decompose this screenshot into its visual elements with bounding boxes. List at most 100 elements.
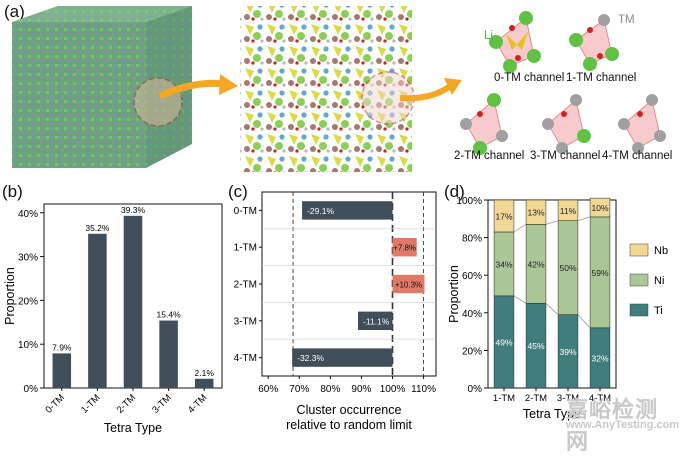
zoom-arrow-2 [399, 83, 452, 102]
x-tick-label-d: 4-TM [589, 393, 611, 404]
panel-label-d: (d) [444, 182, 465, 201]
legend-swatch-nb [629, 243, 649, 257]
x-tick-label-c: 60% [258, 384, 278, 395]
segment-label-ni: 34% [495, 259, 512, 269]
y-tick-label-b: 20% [18, 296, 38, 307]
channel-label-4tm: 4-TM channel [602, 150, 673, 162]
channel-label-1tm: 1-TM channel [566, 72, 637, 84]
bar-value-label-b: 35.2% [85, 223, 110, 233]
zoomed-supercell-image [240, 6, 415, 172]
y-tick-label-b: 40% [18, 209, 38, 220]
legend-label-nb: Nb [654, 245, 668, 257]
y-tick-label-c: 1-TM [234, 243, 257, 254]
legend-label-ti: Ti [654, 305, 663, 317]
bar-value-label-c: -11.1% [363, 316, 390, 326]
x-tick-label-c: 70% [289, 384, 309, 395]
stacked-segment-nb [589, 197, 611, 218]
chart-c-cluster-occurrence: -29.1% 0-TM +7.8% 1-TM +10.3% 2-TM -11.1% 3-TM -… [234, 191, 437, 432]
legend-swatch-ti [629, 303, 649, 317]
bar-b [194, 378, 214, 388]
channel-label-0tm: 0-TM channel [494, 72, 565, 84]
y-tick-label-d: 80% [462, 234, 482, 245]
y-tick-label-d: 60% [462, 271, 482, 282]
x-tick-label-c: 110% [411, 384, 436, 395]
y-axis-title-d: Proportion [447, 265, 461, 323]
y-tick-label-c: 3-TM [234, 316, 257, 327]
bar-value-label-b: 7.9% [52, 342, 72, 352]
legend-label-ni: Ni [654, 275, 664, 287]
panel-label-c: (c) [228, 182, 248, 201]
bar-value-label-c: +7.8% [393, 244, 416, 253]
x-tick-label-c: 100% [380, 384, 406, 395]
bar-c [302, 201, 393, 220]
bar-c [358, 311, 393, 330]
bar-value-label-c: -29.1% [307, 206, 334, 216]
channel-label-3tm: 3-TM channel [530, 150, 601, 162]
y-tick-label-d: 0% [468, 384, 483, 395]
y-tick-label-b: 0% [24, 384, 39, 395]
channel-label-2tm: 2-TM channel [454, 150, 525, 162]
supercell-cube-image [12, 6, 192, 168]
bar-value-label-b: 15.4% [157, 310, 182, 320]
connector-line-d [545, 303, 559, 315]
bar-c [392, 274, 425, 294]
connector-line-d [545, 220, 559, 225]
connector-line-d [513, 295, 527, 304]
y-tick-label-d: 20% [462, 346, 482, 357]
connector-line-d [577, 216, 591, 222]
channel-0tm-image [489, 11, 541, 73]
bar-value-label-c: +10.3% [395, 281, 422, 290]
chart-b-tetra-proportion: 0% 10% 20% 30% 40% 7.9% 0-TM 35.2% 1-TM 39.3% 2-TM… [3, 203, 223, 435]
legend-swatch-ni [629, 273, 649, 287]
x-axis-title-c: relative to random limit [286, 418, 412, 432]
segment-label-nb: 17% [495, 211, 512, 221]
x-tick-label-d: 1-TM [493, 393, 515, 404]
bar-b [159, 320, 178, 388]
x-tick-label-b: 3-TM [150, 392, 174, 416]
x-axis-title-d: Tetra Type [523, 407, 581, 421]
tm-atom-label: TM [618, 14, 635, 26]
x-axis-title-c: Cluster occurrence [297, 403, 402, 417]
panel-label-b: (b) [2, 182, 23, 201]
segment-label-ni: 42% [527, 259, 544, 269]
bar-value-label-c: -32.3% [297, 353, 324, 363]
y-tick-label-b: 10% [18, 340, 38, 351]
segment-label-ni: 50% [559, 263, 576, 273]
x-axis-title-b: Tetra Type [104, 421, 162, 435]
channel-2tm-image [460, 93, 508, 155]
bar-b [52, 353, 72, 388]
x-tick-label-d: 2-TM [525, 393, 547, 404]
segment-label-ni: 59% [591, 268, 608, 278]
stacked-segment-nb [493, 199, 515, 233]
watermark-en: www.AnyTesting.com [566, 419, 680, 431]
x-tick-label-c: 80% [320, 384, 340, 395]
segment-label-ti: 39% [559, 347, 576, 357]
bar-value-label-b: 2.1% [195, 368, 215, 378]
y-tick-label-b: 30% [18, 253, 38, 264]
x-tick-label-b: 0-TM [43, 392, 67, 416]
zoom-arrow-1 [158, 79, 225, 100]
connector-line-d [577, 314, 591, 329]
x-tick-label-b: 2-TM [115, 392, 139, 416]
channel-3tm-image [542, 94, 591, 154]
bar-b [88, 233, 107, 388]
bar-value-label-b: 39.3% [121, 205, 146, 215]
segment-label-ti: 32% [591, 353, 608, 363]
bar-c [292, 348, 393, 367]
x-tick-label-d: 3-TM [557, 393, 579, 404]
segment-label-ti: 45% [527, 341, 544, 351]
channel-4tm-image [618, 94, 666, 154]
segment-label-nb: 10% [591, 203, 608, 213]
chart-d-element-proportion: 0% 20% 40% 60% 80% 100% 49% 34% 17% 1-TM 45% 42% 13%… [447, 196, 668, 421]
bar-c [392, 238, 417, 257]
plot-frame-d [487, 199, 617, 389]
stacked-segment-nb [557, 199, 579, 221]
connector-line-d [513, 224, 527, 233]
segment-label-ti: 49% [495, 337, 512, 347]
bar-b [123, 215, 143, 388]
segment-label-nb: 11% [560, 206, 577, 216]
x-tick-label-c: 90% [351, 384, 371, 395]
y-tick-label-d: 100% [456, 196, 482, 207]
y-tick-label-d: 40% [462, 309, 482, 320]
channel-1tm-image [569, 14, 619, 71]
